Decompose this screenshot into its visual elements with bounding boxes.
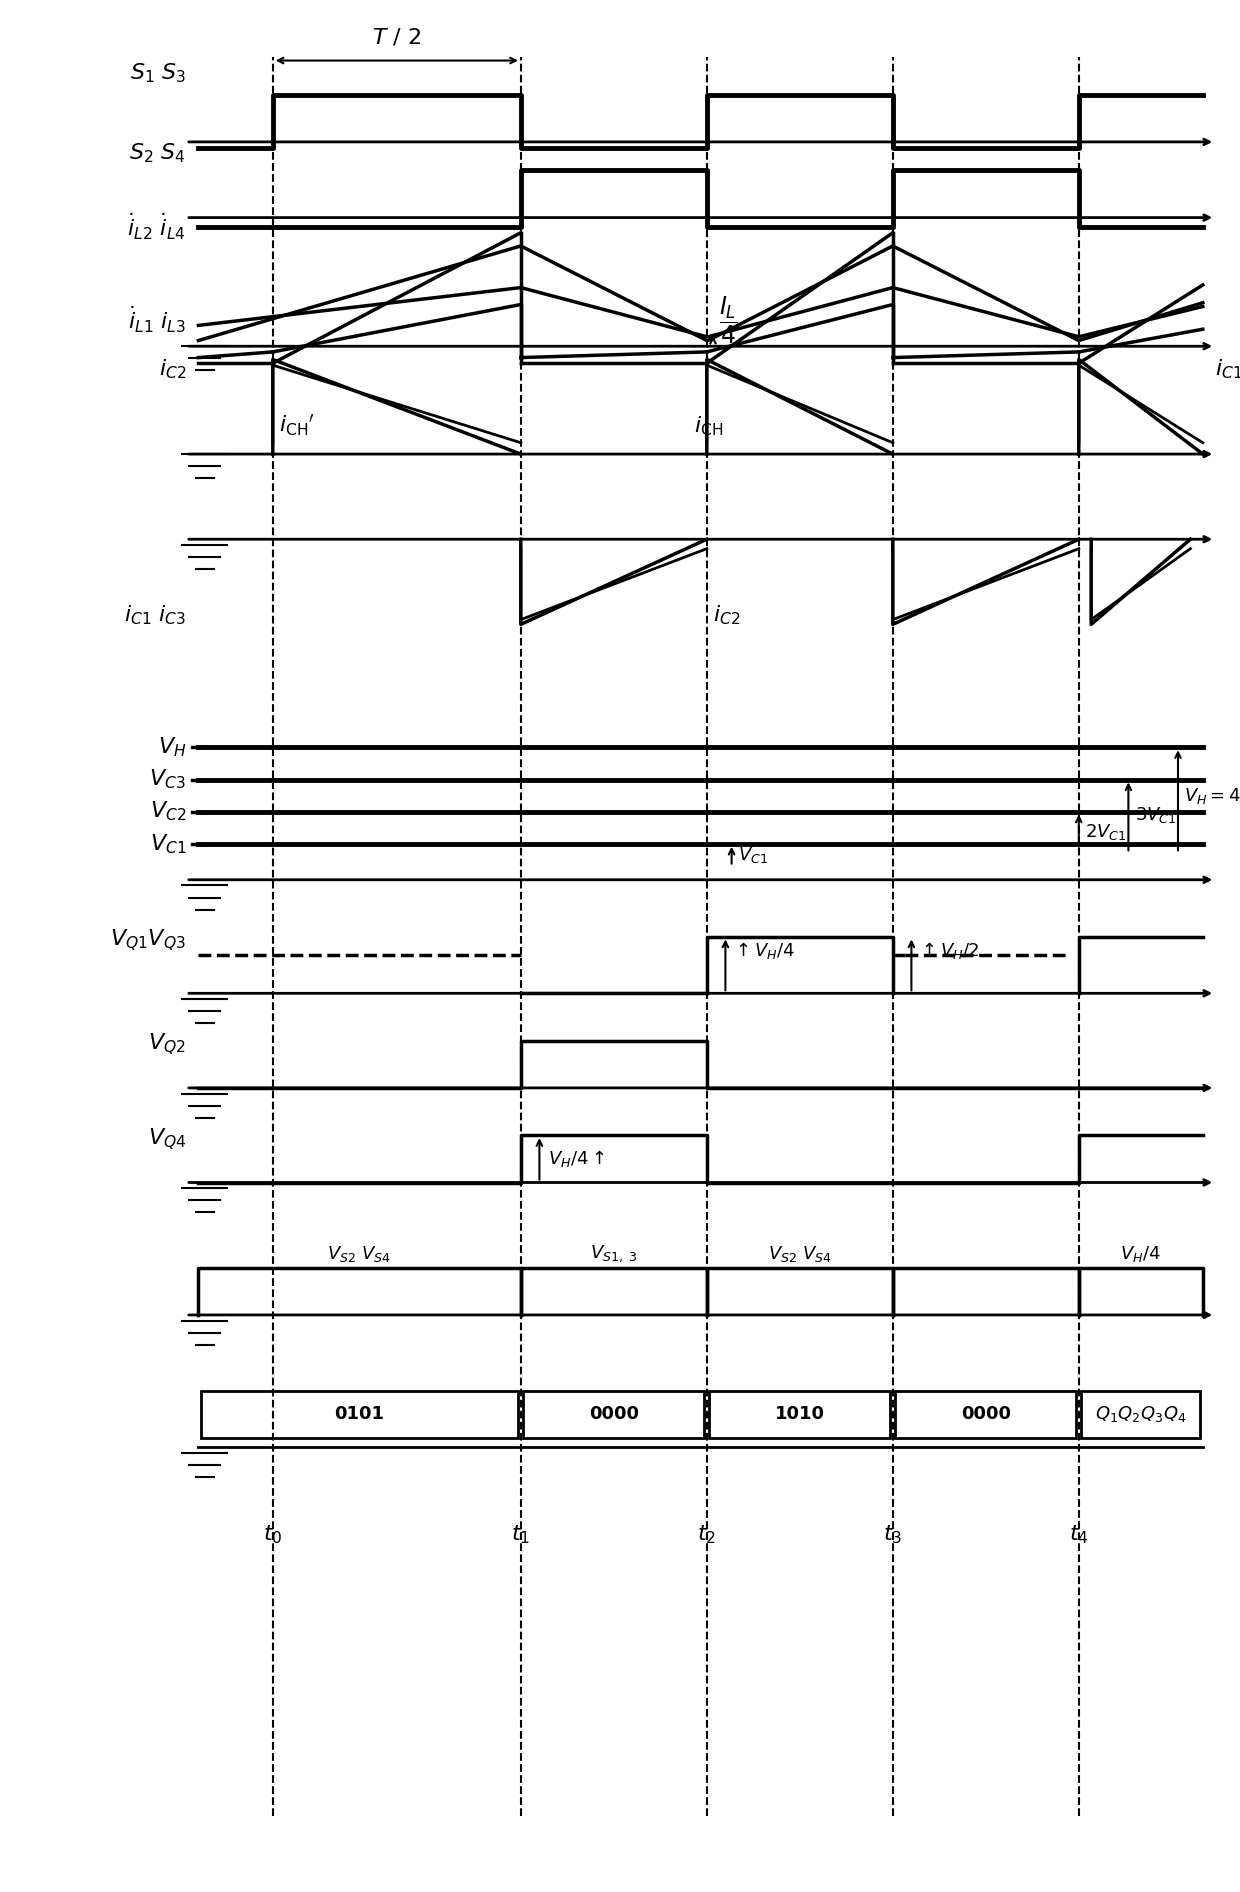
- Text: $V_H=4V_{C1}$: $V_H=4V_{C1}$: [1184, 785, 1240, 806]
- Text: $i_{\rm CH}$: $i_{\rm CH}$: [694, 414, 724, 437]
- Text: $t_0$: $t_0$: [263, 1523, 283, 1546]
- Text: $V_{S2}\ V_{S4}$: $V_{S2}\ V_{S4}$: [768, 1243, 832, 1264]
- Text: $V_{Q1}V_{Q3}$: $V_{Q1}V_{Q3}$: [110, 927, 186, 954]
- Text: $\uparrow V_H/2$: $\uparrow V_H/2$: [918, 940, 980, 961]
- Text: $V_H/4$: $V_H/4$: [1121, 1243, 1161, 1264]
- Text: $V_{C1}$: $V_{C1}$: [150, 832, 186, 855]
- Text: $V_{C3}$: $V_{C3}$: [149, 768, 186, 791]
- Text: $t_3$: $t_3$: [883, 1523, 903, 1546]
- Text: $\uparrow V_H/4$: $\uparrow V_H/4$: [732, 940, 795, 961]
- Text: $t_2$: $t_2$: [697, 1523, 717, 1546]
- Text: $S_2\ S_4$: $S_2\ S_4$: [129, 142, 186, 165]
- Text: $i_{C2}$: $i_{C2}$: [713, 604, 740, 626]
- Text: 0000: 0000: [589, 1406, 639, 1423]
- Text: $\dot{i}_{L2}\ \dot{i}_{L4}$: $\dot{i}_{L2}\ \dot{i}_{L4}$: [128, 212, 186, 242]
- Text: $T\ /\ 2$: $T\ /\ 2$: [372, 26, 422, 47]
- Text: $S_1\ S_3$: $S_1\ S_3$: [129, 62, 186, 85]
- Text: $V_H/4\uparrow$: $V_H/4\uparrow$: [548, 1148, 605, 1169]
- Text: $i_{C2}$: $i_{C2}$: [159, 358, 186, 380]
- Text: $V_H$: $V_H$: [157, 736, 186, 759]
- Text: $2V_{C1}$: $2V_{C1}$: [1085, 821, 1126, 842]
- Text: $\dot{i}_{L1}\ i_{L3}$: $\dot{i}_{L1}\ i_{L3}$: [128, 305, 186, 335]
- Text: $V_{S1,\ 3}$: $V_{S1,\ 3}$: [590, 1243, 637, 1264]
- Text: $i_{\rm CH}{}^\prime$: $i_{\rm CH}{}^\prime$: [279, 412, 315, 439]
- Text: $V_{C1}$: $V_{C1}$: [738, 846, 768, 865]
- FancyBboxPatch shape: [895, 1391, 1076, 1438]
- Text: $V_{Q2}$: $V_{Q2}$: [149, 1031, 186, 1058]
- Text: 0101: 0101: [335, 1406, 384, 1423]
- FancyBboxPatch shape: [709, 1391, 890, 1438]
- FancyBboxPatch shape: [201, 1391, 518, 1438]
- Text: $V_{Q4}$: $V_{Q4}$: [148, 1126, 186, 1152]
- Text: $V_{S2}\ V_{S4}$: $V_{S2}\ V_{S4}$: [327, 1243, 392, 1264]
- Text: $3V_{C1}$: $3V_{C1}$: [1135, 806, 1176, 825]
- Text: $V_{C2}$: $V_{C2}$: [150, 800, 186, 823]
- Text: $\dfrac{I_L}{4}$: $\dfrac{I_L}{4}$: [719, 293, 738, 346]
- Text: $t_1$: $t_1$: [511, 1523, 531, 1546]
- Text: $i_{C1}i_{C3}$: $i_{C1}i_{C3}$: [1215, 358, 1240, 380]
- Text: $t_4$: $t_4$: [1069, 1523, 1089, 1546]
- Text: $i_{C1}\ i_{C3}$: $i_{C1}\ i_{C3}$: [124, 604, 186, 626]
- FancyBboxPatch shape: [1081, 1391, 1200, 1438]
- Text: 0000: 0000: [961, 1406, 1011, 1423]
- FancyBboxPatch shape: [523, 1391, 704, 1438]
- Text: 1010: 1010: [775, 1406, 825, 1423]
- Text: $Q_1Q_2Q_3Q_4$: $Q_1Q_2Q_3Q_4$: [1095, 1404, 1187, 1425]
